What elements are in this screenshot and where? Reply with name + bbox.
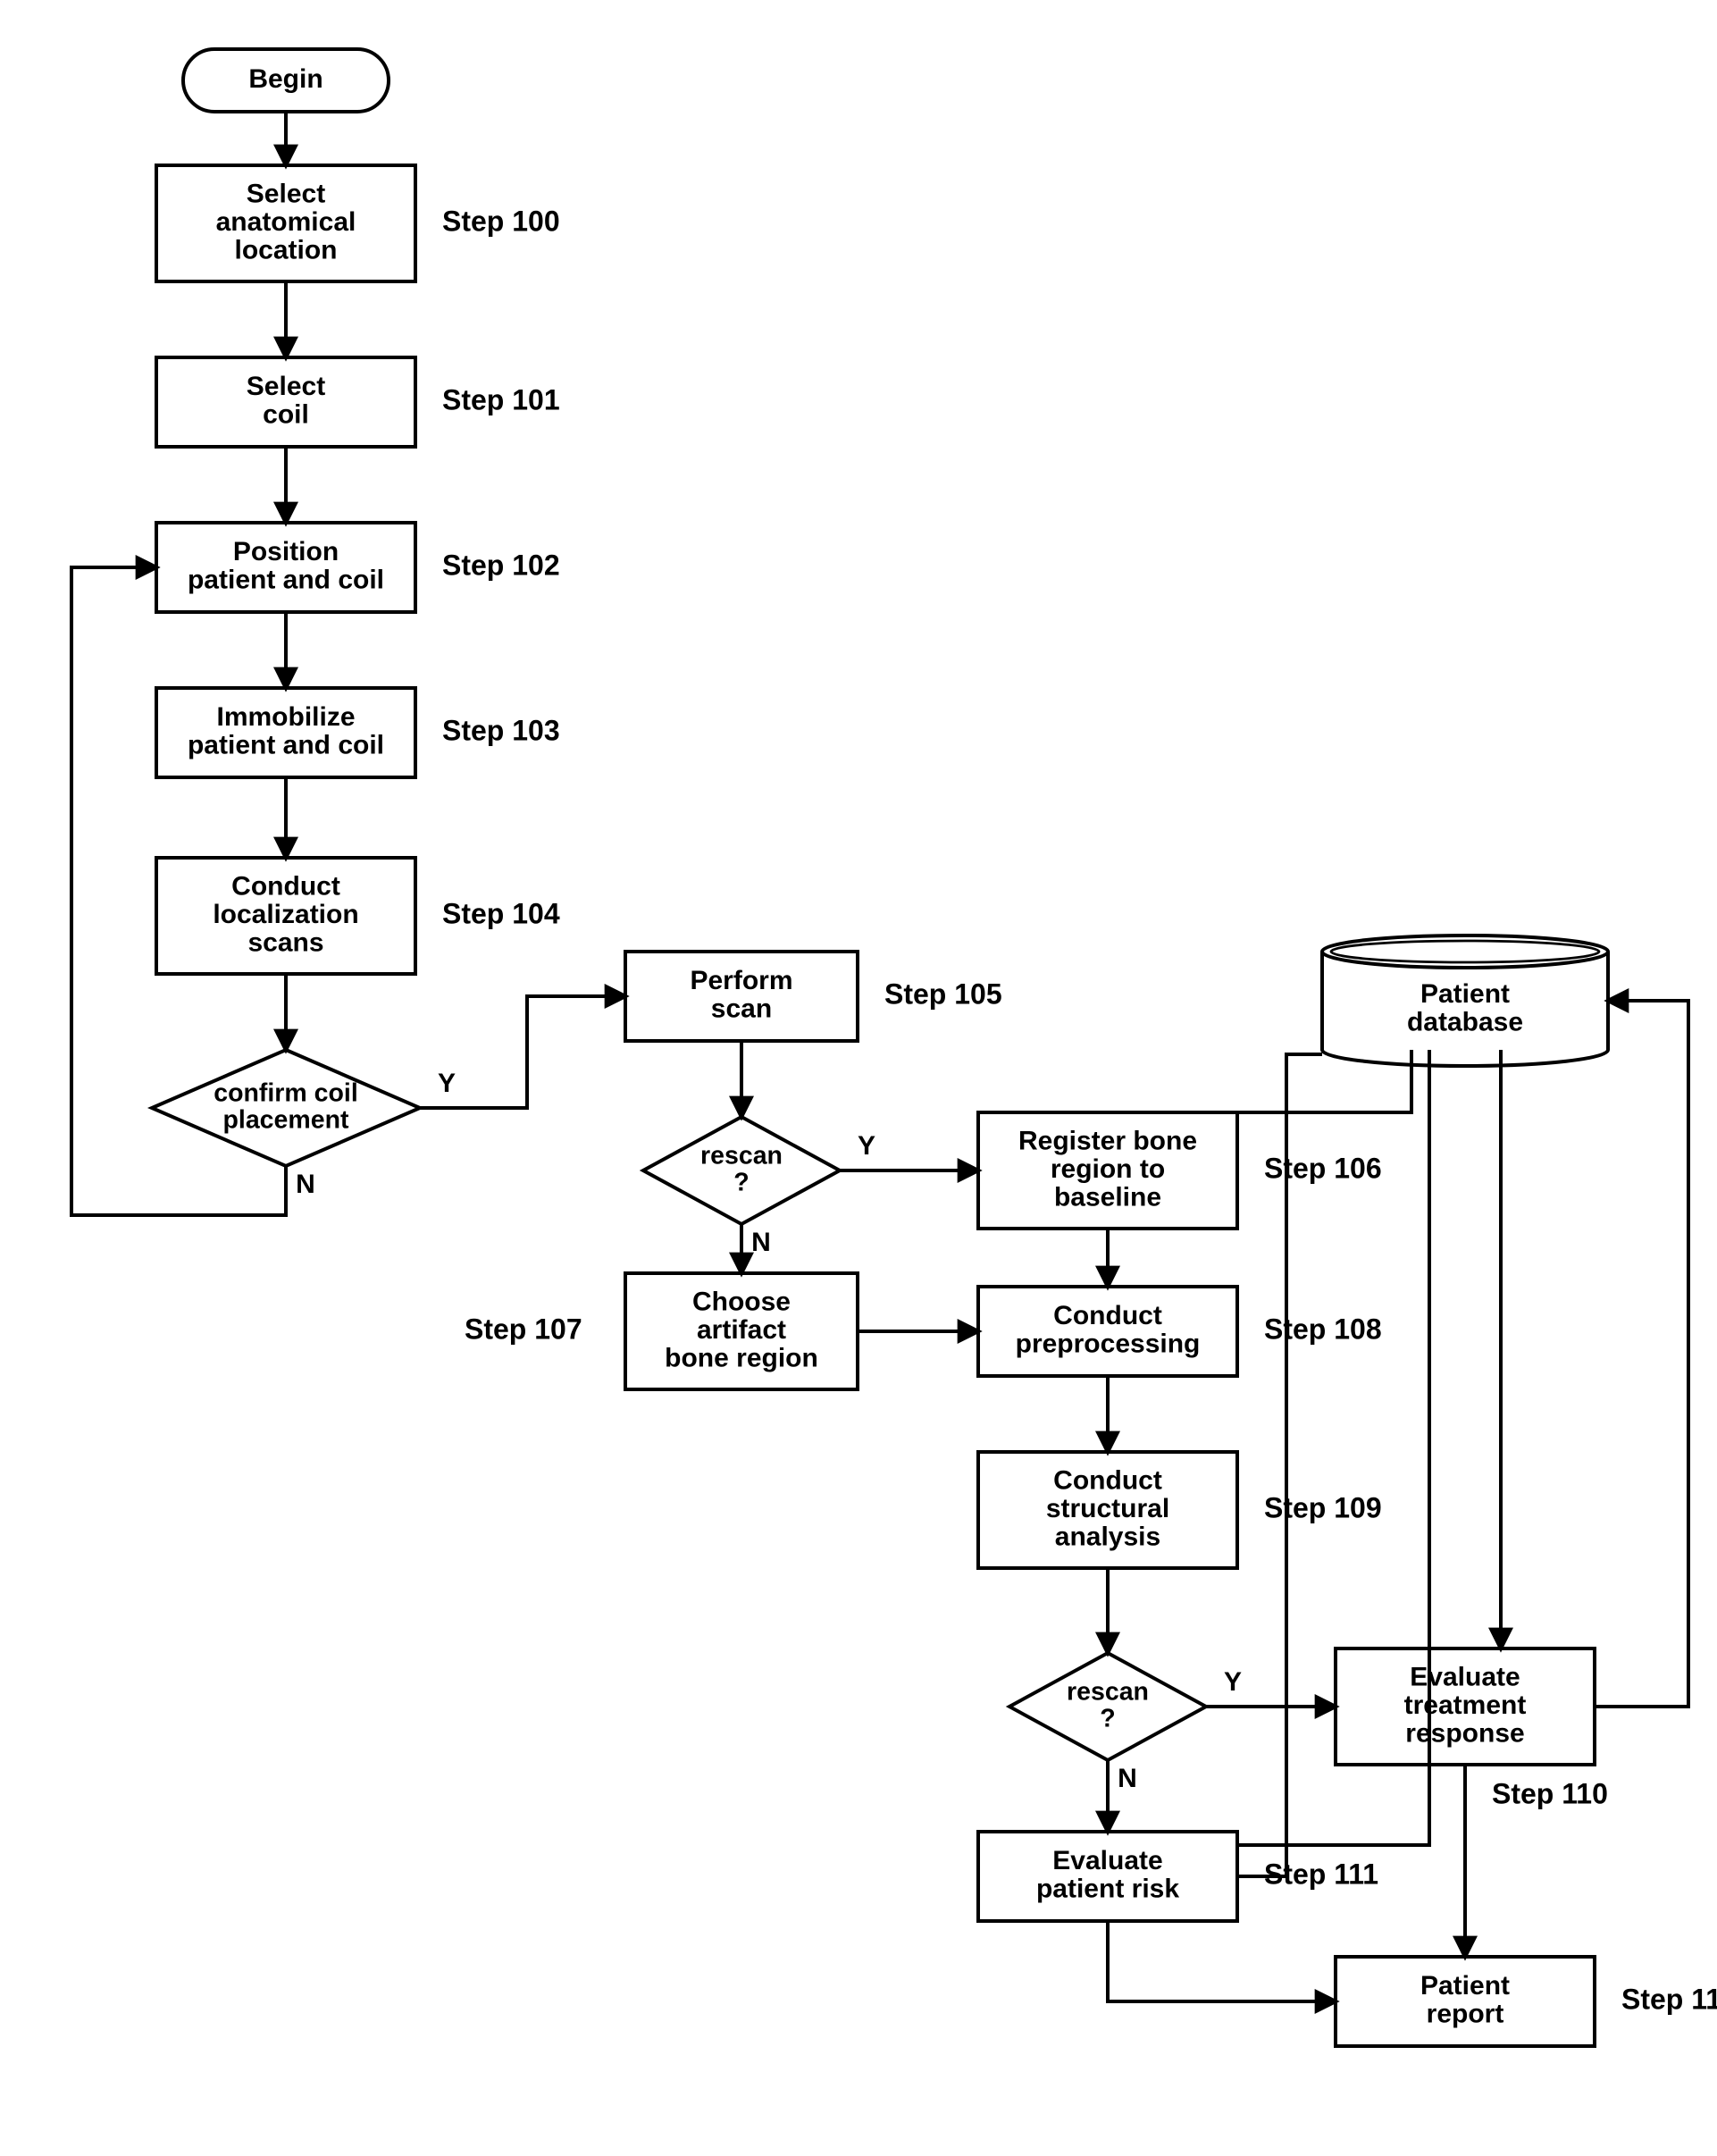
svg-text:Step 102: Step 102	[442, 549, 560, 581]
svg-text:?: ?	[733, 1168, 749, 1196]
svg-text:rescan: rescan	[700, 1142, 783, 1170]
svg-text:Select: Select	[247, 372, 325, 401]
svg-text:patient risk: patient risk	[1036, 1875, 1179, 1904]
svg-text:Position: Position	[233, 537, 339, 566]
svg-text:Choose: Choose	[692, 1287, 791, 1316]
svg-text:coil: coil	[263, 400, 309, 430]
svg-text:scan: scan	[711, 994, 772, 1024]
svg-text:Immobilize: Immobilize	[216, 702, 355, 732]
svg-text:rescan: rescan	[1067, 1678, 1149, 1707]
svg-text:Step 111: Step 111	[1264, 1858, 1378, 1890]
svg-text:Step 101: Step 101	[442, 383, 560, 415]
svg-text:anatomical: anatomical	[216, 207, 356, 237]
svg-text:region to: region to	[1051, 1154, 1165, 1184]
svg-text:placement: placement	[223, 1105, 349, 1134]
svg-text:Begin: Begin	[248, 64, 322, 94]
svg-text:Perform: Perform	[690, 966, 792, 995]
svg-text:Conduct: Conduct	[1053, 1301, 1162, 1330]
svg-text:?: ?	[1100, 1704, 1115, 1732]
svg-text:Register bone: Register bone	[1018, 1126, 1197, 1155]
svg-text:Step 103: Step 103	[442, 714, 560, 746]
svg-text:response: response	[1405, 1718, 1524, 1748]
svg-text:Conduct: Conduct	[1053, 1465, 1162, 1495]
svg-text:bone region: bone region	[665, 1343, 818, 1372]
svg-text:Evaluate: Evaluate	[1410, 1662, 1520, 1691]
svg-text:Step 100: Step 100	[442, 205, 560, 237]
svg-text:N: N	[296, 1170, 315, 1199]
svg-text:Step 104: Step 104	[442, 897, 560, 929]
svg-text:Step 112: Step 112	[1621, 1983, 1717, 2015]
svg-text:N: N	[751, 1228, 771, 1257]
svg-text:Step 106: Step 106	[1264, 1152, 1382, 1184]
svg-text:localization: localization	[213, 900, 358, 929]
svg-text:Y: Y	[1224, 1667, 1242, 1697]
svg-text:location: location	[234, 235, 337, 264]
svg-text:Step 110: Step 110	[1492, 1777, 1608, 1809]
svg-text:confirm coil: confirm coil	[214, 1079, 358, 1108]
svg-text:treatment: treatment	[1404, 1690, 1527, 1720]
svg-text:Step 108: Step 108	[1264, 1313, 1382, 1345]
svg-text:database: database	[1407, 1008, 1523, 1037]
svg-text:Select: Select	[247, 179, 325, 208]
svg-text:analysis: analysis	[1055, 1522, 1160, 1551]
svg-text:artifact: artifact	[697, 1315, 786, 1345]
svg-text:Step 105: Step 105	[884, 977, 1002, 1010]
svg-text:scans: scans	[247, 927, 323, 957]
svg-text:patient and coil: patient and coil	[188, 731, 384, 760]
svg-text:structural: structural	[1046, 1494, 1169, 1523]
svg-text:N: N	[1118, 1764, 1137, 1793]
svg-text:Conduct: Conduct	[231, 871, 340, 901]
svg-text:Evaluate: Evaluate	[1052, 1846, 1162, 1875]
svg-text:Patient: Patient	[1420, 1971, 1510, 2001]
flowchart-svg: BeginSelectanatomicallocationStep 100Sel…	[18, 18, 1717, 2138]
svg-text:patient and coil: patient and coil	[188, 566, 384, 595]
svg-text:Y: Y	[858, 1131, 875, 1161]
svg-text:Patient: Patient	[1420, 979, 1510, 1009]
svg-text:Y: Y	[438, 1069, 456, 1098]
svg-text:Step 109: Step 109	[1264, 1491, 1382, 1523]
svg-text:preprocessing: preprocessing	[1016, 1330, 1201, 1359]
svg-text:report: report	[1427, 2000, 1504, 2029]
svg-text:Step 107: Step 107	[465, 1313, 582, 1345]
svg-text:baseline: baseline	[1054, 1182, 1161, 1212]
